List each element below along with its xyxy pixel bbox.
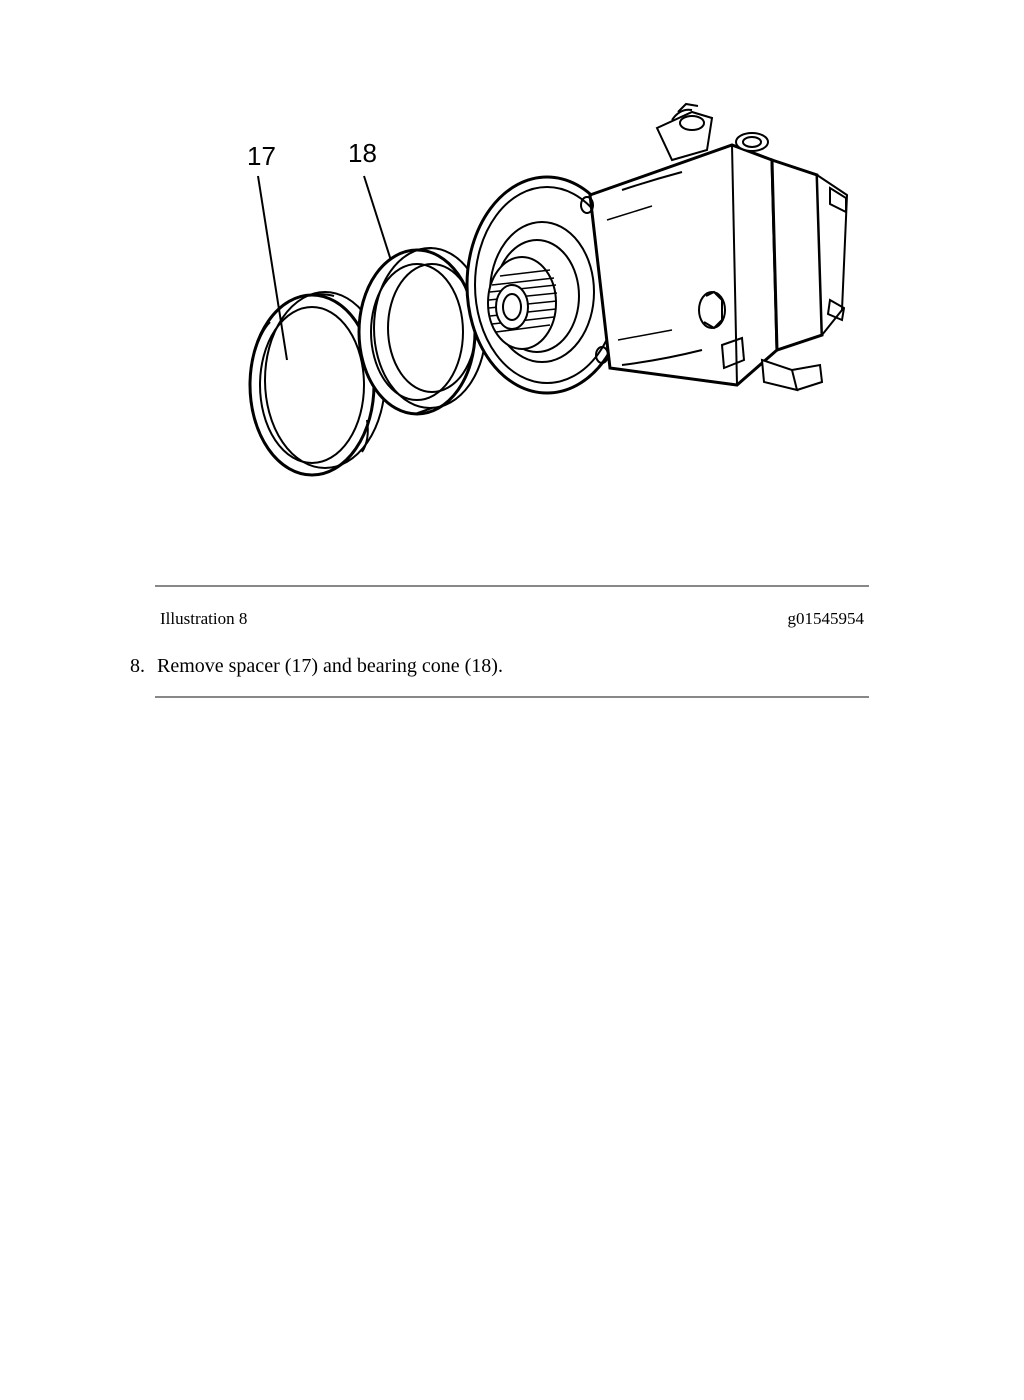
step-number: 8. — [130, 655, 152, 678]
technical-illustration: 17 18 — [152, 20, 872, 560]
illustration-caption-row: Illustration 8 g01545954 — [100, 587, 924, 651]
divider-bottom — [155, 696, 869, 698]
callout-label-17: 17 — [247, 141, 276, 171]
illustration-id: g01545954 — [788, 609, 865, 629]
illustration-label: Illustration 8 — [160, 609, 247, 629]
callout-label-18: 18 — [348, 138, 377, 168]
step-text: Remove spacer (17) and bearing cone (18)… — [157, 655, 503, 677]
main-assembly — [467, 104, 847, 393]
page-content: 17 18 — [0, 0, 1024, 698]
illustration-container: 17 18 — [100, 0, 924, 585]
instruction-step: 8. Remove spacer (17) and bearing cone (… — [100, 651, 924, 696]
